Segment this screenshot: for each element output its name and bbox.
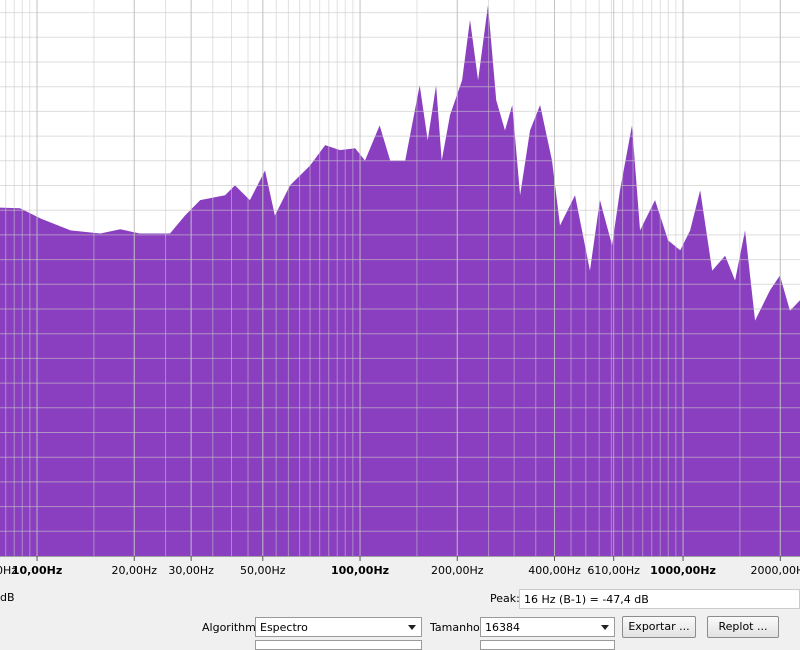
size-label: Tamanho: <box>430 621 484 634</box>
algorithm-select[interactable]: Espectro <box>255 617 422 637</box>
x-tick-label: 2000,00Hz <box>750 564 800 577</box>
select-partial[interactable] <box>255 640 422 650</box>
x-tick-label: 200,00Hz <box>431 564 484 577</box>
x-tick-label: 10,00Hz <box>12 564 62 577</box>
size-select[interactable]: 16384 <box>480 617 615 637</box>
x-tick-label: 100,00Hz <box>331 564 389 577</box>
x-tick-label: 50,00Hz <box>240 564 286 577</box>
db-label: dB <box>0 591 15 604</box>
x-tick-label-cut: 0Hz <box>0 564 17 577</box>
spectrum-area <box>0 4 800 557</box>
algorithm-label: Algorithm: <box>202 621 260 634</box>
spectrum-plot: 0Hz 10,00Hz 20,00Hz 30,00Hz 50,00Hz 100,00Hz… <box>0 0 800 586</box>
export-button[interactable]: Exportar ... <box>622 616 696 638</box>
x-tick-label: 30,00Hz <box>168 564 214 577</box>
peak-value: 16 Hz (B-1) = -47,4 dB <box>519 589 800 609</box>
replot-button[interactable]: Replot ... <box>707 616 779 638</box>
x-axis-band <box>0 556 800 586</box>
x-tick-label: 400,00Hz <box>528 564 581 577</box>
select-partial[interactable] <box>480 640 615 650</box>
x-tick-label: 1000,00Hz <box>650 564 716 577</box>
x-tick-label: 20,00Hz <box>111 564 157 577</box>
x-tick-label: 610,00Hz <box>587 564 640 577</box>
peak-label: Peak: <box>490 592 520 605</box>
